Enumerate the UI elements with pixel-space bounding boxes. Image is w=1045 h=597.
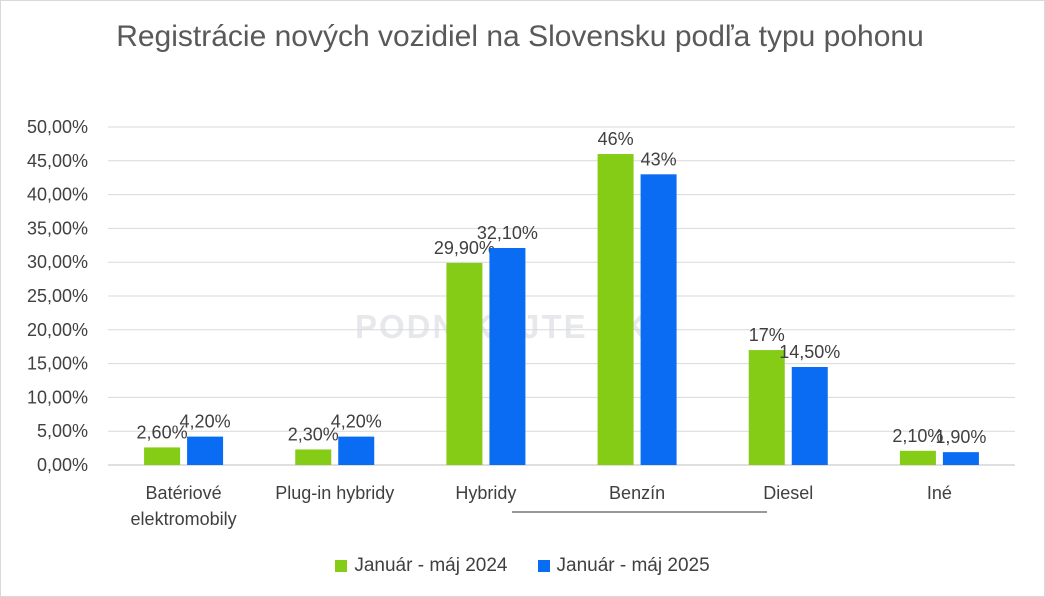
y-tick-label: 40,00% (27, 185, 88, 205)
y-tick-label: 5,00% (37, 421, 88, 441)
x-tick-label: Iné (927, 483, 952, 503)
x-tick-label: Hybridy (455, 483, 516, 503)
bar (942, 452, 979, 465)
bar (338, 436, 375, 465)
bar (899, 450, 936, 465)
chart-title: Registrácie nových vozidiel na Slovensku… (116, 20, 924, 53)
data-label: 29,90% (434, 238, 495, 258)
bar (446, 262, 483, 465)
y-tick-label: 30,00% (27, 252, 88, 272)
x-tick-label: elektromobily (131, 509, 237, 529)
bar (748, 350, 785, 465)
data-label: 32,10% (477, 223, 538, 243)
data-label: 43% (641, 149, 677, 169)
bar (295, 449, 332, 465)
data-label: 4,20% (331, 412, 382, 432)
data-label: 2,60% (137, 422, 188, 442)
bar (187, 436, 224, 465)
bar (597, 154, 634, 466)
data-label: 1,90% (935, 427, 986, 447)
bar (640, 174, 677, 465)
legend-item-2025: Január - máj 2025 (537, 555, 710, 577)
y-tick-label: 15,00% (27, 354, 88, 374)
legend-item-2024: Január - máj 2024 (335, 555, 508, 577)
legend: Január - máj 2024 Január - máj 2025 (0, 555, 1045, 577)
bar (144, 447, 181, 465)
data-label: 2,10% (892, 426, 943, 446)
y-tick-label: 50,00% (27, 117, 88, 137)
data-label: 17% (749, 325, 785, 345)
bar (489, 248, 526, 465)
data-label: 14,50% (779, 342, 840, 362)
bar (791, 366, 828, 465)
y-tick-label: 25,00% (27, 286, 88, 306)
data-label: 46% (598, 129, 634, 149)
y-tick-label: 20,00% (27, 320, 88, 340)
y-tick-label: 35,00% (27, 218, 88, 238)
data-label: 2,30% (288, 424, 339, 444)
y-tick-label: 10,00% (27, 387, 88, 407)
data-label: 4,20% (180, 412, 231, 432)
x-tick-label: Benzín (609, 483, 665, 503)
x-tick-label: Batériové (146, 483, 222, 503)
legend-label-2025: Január - máj 2025 (556, 555, 710, 576)
legend-swatch-2024 (335, 560, 348, 572)
y-tick-label: 45,00% (27, 151, 88, 171)
legend-swatch-2025 (537, 560, 550, 572)
y-tick-label: 0,00% (37, 455, 88, 475)
legend-label-2024: Január - máj 2024 (354, 555, 508, 576)
x-tick-label: Diesel (763, 483, 813, 503)
x-tick-label: Plug-in hybridy (275, 483, 394, 503)
